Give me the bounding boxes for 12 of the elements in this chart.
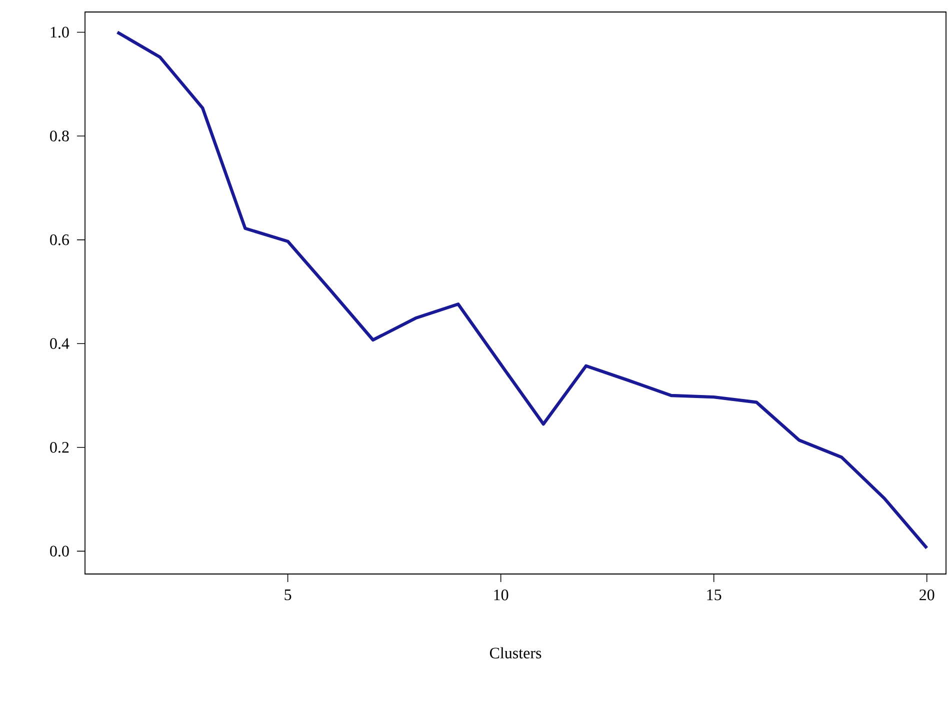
y-tick-label: 0.2: [50, 442, 69, 453]
x-tick-label: 20: [920, 590, 934, 600]
y-tick-label: 0.4: [50, 338, 70, 350]
y-tick-label: 0.0: [50, 546, 69, 557]
x-tick-label: 15: [707, 590, 722, 600]
x-tick-label: 5: [284, 590, 292, 600]
x-tick-label: 10: [494, 590, 508, 600]
y-tick-label: 0.6: [50, 234, 69, 246]
line-series: [116, 30, 928, 550]
y-tick-label: 1.0: [50, 26, 69, 38]
x-axis-title: Clusters: [490, 647, 542, 658]
y-tick-label: 0.8: [50, 130, 69, 142]
